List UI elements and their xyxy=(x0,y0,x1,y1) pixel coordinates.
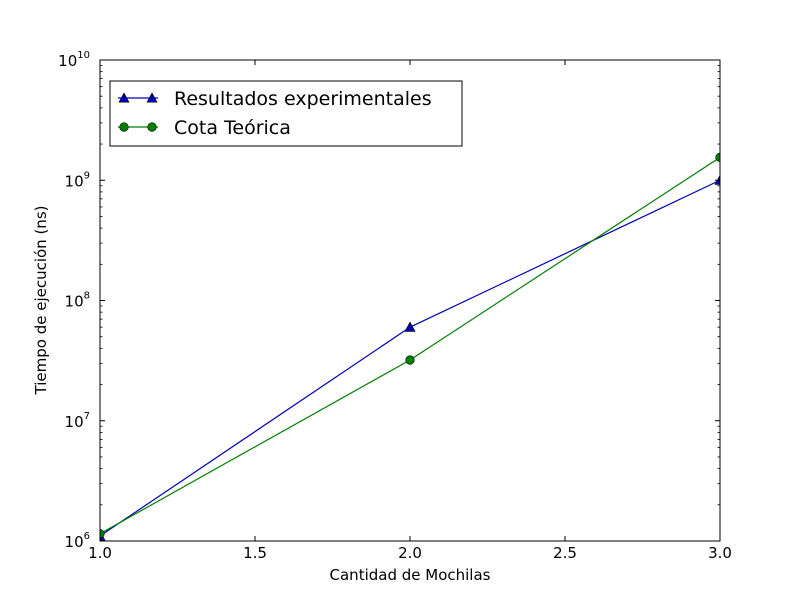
legend-label-0: Resultados experimentales xyxy=(174,88,432,110)
legend-label-1: Cota Teórica xyxy=(174,117,291,139)
y-tick-label-4: 1010 xyxy=(58,50,90,70)
x-tick-label-1: 1.5 xyxy=(243,544,267,562)
x-tick-label-3: 2.5 xyxy=(553,544,577,562)
legend: Resultados experimentales Cota Teórica xyxy=(109,80,463,147)
x-tick-label-2: 2.0 xyxy=(398,544,422,562)
plot-marks xyxy=(100,152,720,541)
legend-marker-1-b xyxy=(147,122,157,132)
y-tick-label-0: 106 xyxy=(65,531,90,551)
y-axis-label: Tiempo de ejecución (ns) xyxy=(32,206,50,396)
x-axis-label: Cantidad de Mochilas xyxy=(330,566,491,584)
legend-marker-1-a xyxy=(119,122,129,132)
x-tick-label-0: 1.0 xyxy=(88,544,112,562)
series-1-point-2 xyxy=(715,152,720,162)
x-axis-ticks: 1.0 1.5 2.0 2.5 3.0 xyxy=(88,60,732,562)
y-tick-label-2: 108 xyxy=(65,291,90,311)
legend-marker-0-b xyxy=(146,92,158,103)
series-1-point-1 xyxy=(405,355,415,365)
y-axis-ticks: 106 107 108 109 1010 xyxy=(58,50,720,551)
legend-marker-0-a xyxy=(118,92,130,103)
x-tick-label-4: 3.0 xyxy=(708,544,732,562)
legend-box xyxy=(109,80,463,147)
y-tick-label-3: 109 xyxy=(65,170,90,190)
series-0-point-1 xyxy=(404,321,416,332)
series-1-point-0 xyxy=(100,529,105,539)
series-1-line xyxy=(100,156,720,535)
y-tick-label-1: 107 xyxy=(65,411,90,431)
